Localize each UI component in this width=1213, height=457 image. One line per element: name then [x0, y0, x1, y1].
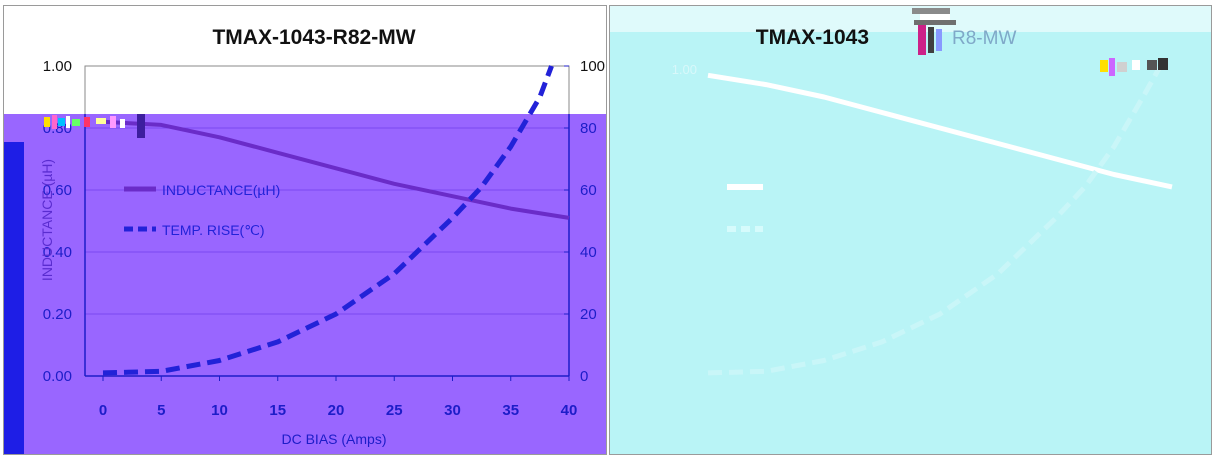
left-y2-tick-label: 0	[580, 368, 588, 385]
right-chart-title-suffix: R8-MW	[952, 28, 1016, 49]
right-series-layer	[707, 64, 1173, 376]
left-plot-background	[4, 114, 606, 454]
left-edge-stripe	[4, 142, 24, 454]
left-x-axis-label: DC BIAS (Amps)	[281, 431, 386, 447]
left-gridlines	[85, 127, 569, 315]
left-x-tick-label: 0	[99, 402, 107, 419]
left-panel-frame	[3, 5, 607, 455]
right-panel-frame	[609, 5, 1212, 455]
left-y2-tick-label: 40	[580, 244, 597, 261]
right-chart-title: TMAX-1043	[756, 26, 869, 49]
left-y-tick-label: 1.00	[43, 58, 72, 75]
inductance-series-line	[102, 119, 570, 220]
left-series-layer	[102, 65, 570, 376]
left-y-tick-label: 0.60	[43, 182, 72, 199]
left-axes	[84, 65, 570, 381]
left-y2-tick-label: 60	[580, 182, 597, 199]
left-y2-tick-label: 100	[580, 58, 605, 75]
right-dashed-series-line	[707, 64, 1163, 376]
left-y-tick-label: 0.40	[43, 244, 72, 261]
left-x-tick-label: 10	[211, 402, 228, 419]
legend-temp-label: TEMP. RISE(℃)	[162, 222, 265, 238]
left-y-axis-label: INDUCTANCE (µH)	[39, 159, 55, 281]
left-y-tick-label: 0.20	[43, 306, 72, 323]
left-x-tick-label: 15	[269, 402, 286, 419]
left-chart-title: TMAX-1043-R82-MW	[212, 26, 415, 49]
left-x-tick-label: 35	[502, 402, 519, 419]
right-panel-background	[610, 6, 1211, 454]
left-glitch-artifact	[44, 114, 145, 138]
right-top-strip	[610, 6, 1211, 32]
left-legend: INDUCTANCE(µH) TEMP. RISE(℃)	[124, 182, 280, 238]
left-x-tick-label: 25	[386, 402, 403, 419]
left-x-tick-label: 40	[561, 402, 578, 419]
left-x-tick-label: 20	[328, 402, 345, 419]
right-glitch-artifact	[912, 8, 1168, 76]
legend-inductance-label: INDUCTANCE(µH)	[162, 182, 280, 198]
right-y-top-label: 1.00	[672, 62, 697, 77]
right-solid-series-line	[707, 72, 1173, 190]
right-legend	[727, 184, 763, 232]
temp-rise-series-line	[102, 65, 554, 376]
left-x-tick-label: 5	[157, 402, 165, 419]
left-y-tick-label: 0.00	[43, 368, 72, 385]
left-y2-tick-label: 20	[580, 306, 597, 323]
left-y2-tick-label: 80	[580, 120, 597, 137]
left-x-tick-label: 30	[444, 402, 461, 419]
left-top-background	[4, 6, 606, 114]
